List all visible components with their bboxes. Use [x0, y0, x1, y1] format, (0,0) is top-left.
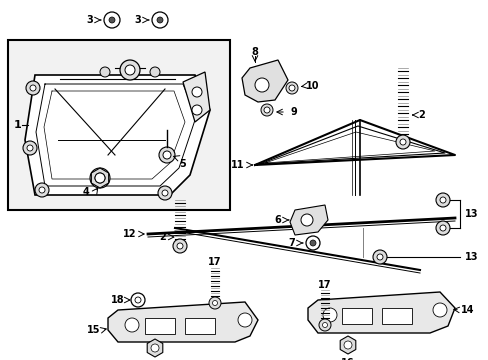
Text: 18: 18	[111, 295, 124, 305]
Circle shape	[432, 303, 446, 317]
Text: 5: 5	[179, 159, 186, 169]
Circle shape	[100, 67, 110, 77]
Bar	[8, 40, 229, 210]
Text: 10: 10	[305, 81, 319, 91]
Circle shape	[30, 85, 36, 91]
Text: 6: 6	[274, 215, 281, 225]
Circle shape	[254, 78, 268, 92]
Circle shape	[109, 17, 115, 23]
Circle shape	[159, 147, 175, 163]
Circle shape	[150, 67, 160, 77]
Circle shape	[343, 341, 351, 349]
Circle shape	[261, 104, 272, 116]
Circle shape	[309, 240, 315, 246]
Circle shape	[157, 17, 163, 23]
Circle shape	[23, 141, 37, 155]
Circle shape	[135, 297, 141, 303]
Circle shape	[120, 60, 140, 80]
Circle shape	[301, 214, 312, 226]
Polygon shape	[307, 292, 454, 333]
Bar	[341, 308, 371, 324]
Circle shape	[192, 105, 202, 115]
Bar	[184, 318, 215, 334]
Circle shape	[238, 313, 251, 327]
Polygon shape	[289, 205, 327, 235]
Circle shape	[285, 82, 297, 94]
Text: 7: 7	[288, 238, 295, 248]
Circle shape	[95, 173, 105, 183]
Polygon shape	[147, 339, 163, 357]
Circle shape	[395, 135, 409, 149]
Circle shape	[95, 173, 105, 183]
Circle shape	[173, 239, 186, 253]
Text: 3: 3	[86, 15, 93, 25]
Text: 13: 13	[464, 209, 478, 219]
Circle shape	[322, 323, 327, 328]
Text: 14: 14	[460, 305, 474, 315]
Text: 2: 2	[159, 232, 166, 242]
Circle shape	[131, 293, 145, 307]
Text: 3: 3	[134, 15, 141, 25]
Polygon shape	[25, 75, 209, 195]
Circle shape	[90, 168, 110, 188]
Circle shape	[163, 151, 171, 159]
Circle shape	[435, 221, 449, 235]
Circle shape	[192, 87, 202, 97]
Text: 11: 11	[231, 160, 244, 170]
Circle shape	[208, 297, 221, 309]
Circle shape	[151, 344, 159, 352]
Circle shape	[35, 183, 49, 197]
Circle shape	[399, 139, 405, 145]
Polygon shape	[108, 302, 258, 342]
Text: 13: 13	[464, 252, 478, 262]
Circle shape	[152, 12, 168, 28]
Circle shape	[212, 301, 217, 306]
Text: 17: 17	[208, 257, 221, 267]
Circle shape	[288, 85, 294, 91]
Circle shape	[26, 81, 40, 95]
Polygon shape	[340, 336, 355, 354]
Text: 8: 8	[251, 47, 258, 57]
Circle shape	[264, 107, 269, 113]
Circle shape	[439, 197, 445, 203]
Circle shape	[323, 308, 336, 322]
Text: 1: 1	[14, 120, 22, 130]
Circle shape	[376, 254, 382, 260]
Bar	[381, 308, 411, 324]
Text: 16: 16	[341, 358, 354, 360]
Bar	[145, 318, 175, 334]
Text: 12: 12	[123, 229, 137, 239]
Circle shape	[125, 65, 135, 75]
Circle shape	[439, 225, 445, 231]
Circle shape	[372, 250, 386, 264]
Circle shape	[177, 243, 183, 249]
Circle shape	[125, 318, 139, 332]
Text: 2: 2	[418, 110, 425, 120]
Text: 17: 17	[318, 280, 331, 290]
Circle shape	[104, 12, 120, 28]
Circle shape	[162, 190, 168, 196]
Text: 4: 4	[82, 187, 89, 197]
Circle shape	[318, 319, 330, 331]
Text: 15: 15	[87, 325, 101, 335]
Circle shape	[435, 193, 449, 207]
Polygon shape	[91, 168, 108, 188]
Polygon shape	[242, 60, 287, 102]
Circle shape	[39, 187, 45, 193]
Text: 9: 9	[290, 107, 297, 117]
Circle shape	[158, 186, 172, 200]
Circle shape	[27, 145, 33, 151]
Circle shape	[305, 236, 319, 250]
Polygon shape	[183, 72, 209, 122]
